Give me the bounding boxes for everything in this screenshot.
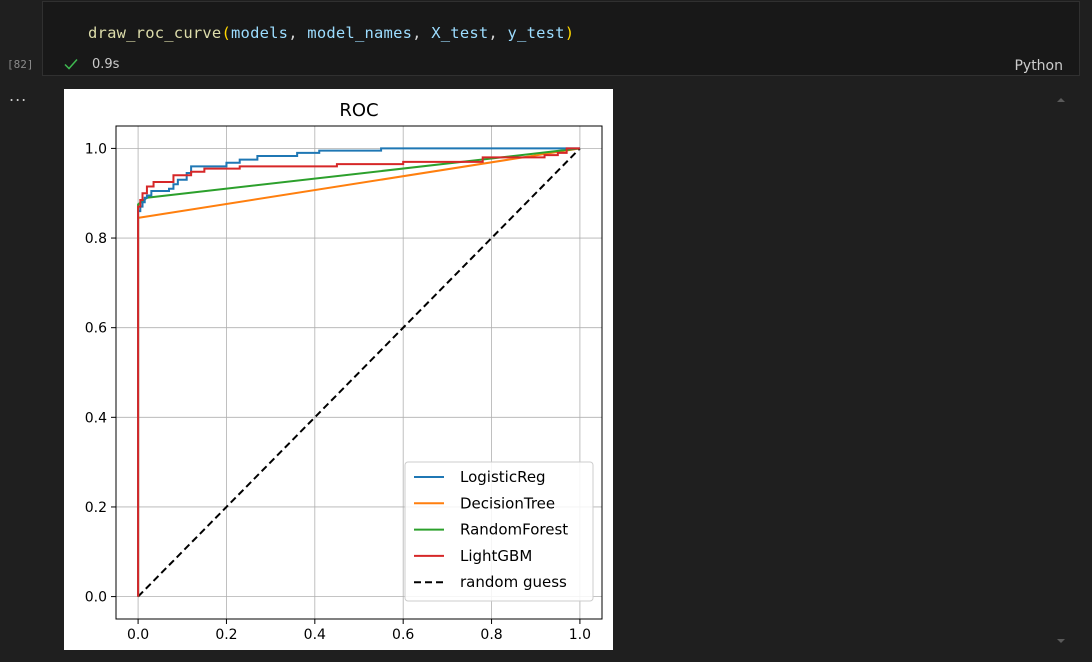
code-cell[interactable]: draw_roc_curve(models, model_names, X_te… <box>42 1 1080 76</box>
ellipsis-icon[interactable]: ... <box>9 86 28 105</box>
cell-output: 0.0 0.2 0.4 0.6 0.8 1.0 0.0 0.2 0.4 0.6 0.8 1.0 ROC… <box>64 89 613 650</box>
arg-models: models <box>231 24 289 42</box>
chart-title: ROC <box>339 100 378 121</box>
function-name: draw_roc_curve <box>88 24 222 42</box>
arg-x-test: X_test <box>431 24 489 42</box>
legend-label: RandomForest <box>460 521 568 539</box>
y-tick-label: 0.6 <box>85 321 107 337</box>
y-tick-label: 0.4 <box>85 410 107 426</box>
scroll-down-icon[interactable] <box>1056 637 1066 645</box>
comma: , <box>412 24 432 42</box>
legend-label: DecisionTree <box>460 494 555 512</box>
y-tick-label: 1.0 <box>85 141 107 157</box>
legend-label: random guess <box>460 573 567 591</box>
scroll-up-icon[interactable] <box>1056 96 1066 104</box>
series-line-random-guess <box>137 147 581 598</box>
open-paren: ( <box>221 24 231 42</box>
roc-chart: 0.0 0.2 0.4 0.6 0.8 1.0 0.0 0.2 0.4 0.6 0.8 1.0 ROC… <box>85 100 603 643</box>
legend-label: LightGBM <box>460 547 532 565</box>
y-tick-label: 0.0 <box>85 590 107 606</box>
code-line[interactable]: draw_roc_curve(models, model_names, X_te… <box>88 24 574 42</box>
x-tick-label: 0.6 <box>392 627 414 643</box>
legend: LogisticReg DecisionTree RandomForest Light… <box>404 461 594 602</box>
execution-duration: 0.9s <box>92 56 120 72</box>
language-picker[interactable]: Python <box>1014 58 1063 74</box>
plot-frame <box>115 125 603 620</box>
series-line-logisticreg <box>137 147 580 597</box>
comma: , <box>288 24 308 42</box>
execution-status: 0.9s <box>64 56 119 72</box>
arg-y-test: y_test <box>507 24 565 42</box>
x-tick-label: 0.2 <box>215 627 237 643</box>
comma: , <box>488 24 508 42</box>
x-tick-label: 0.4 <box>304 627 326 643</box>
close-paren: ) <box>564 24 575 42</box>
x-tick-label: 0.0 <box>127 627 149 643</box>
y-tick-label: 0.8 <box>85 231 107 247</box>
series-line-lightgbm <box>137 147 580 597</box>
x-tick-label: 1.0 <box>569 627 591 643</box>
output-scrollbar[interactable] <box>64 658 1064 662</box>
arg-model-names: model_names <box>307 24 413 42</box>
y-tick-label: 0.2 <box>85 500 107 516</box>
legend-label: LogisticReg <box>460 468 546 486</box>
legend-box <box>404 461 594 602</box>
x-tick-label: 0.8 <box>480 627 502 643</box>
check-icon <box>64 59 78 70</box>
execution-count: [82] <box>7 58 34 71</box>
